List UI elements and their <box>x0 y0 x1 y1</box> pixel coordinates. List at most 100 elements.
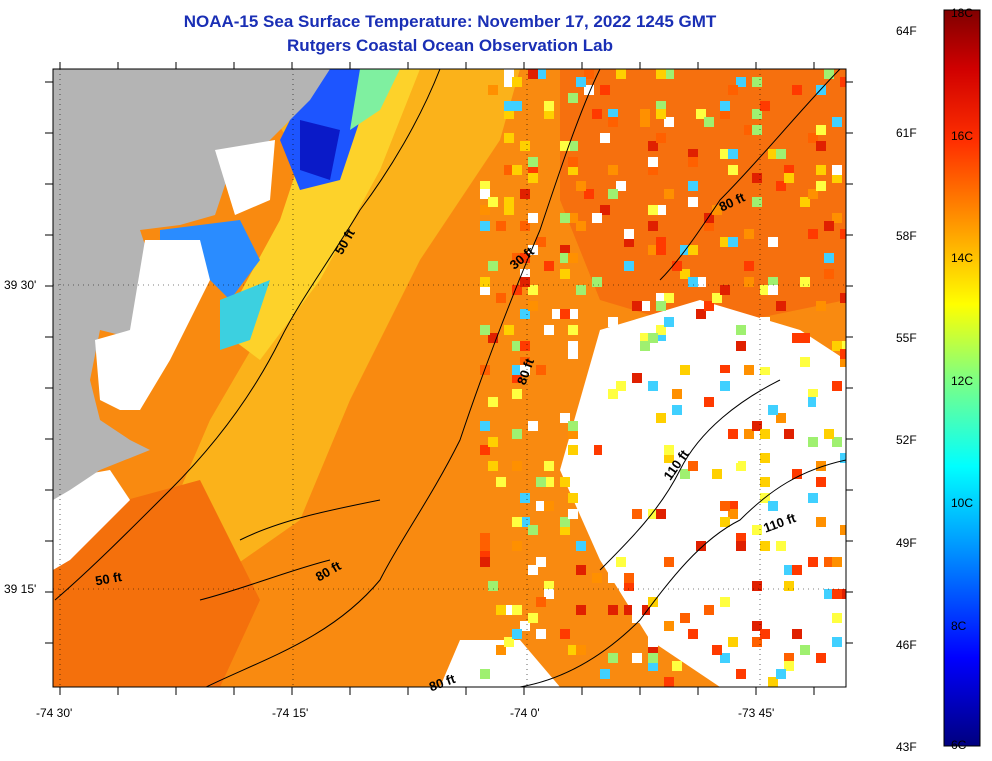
colorbar-c-label: 6C <box>951 738 967 752</box>
sst-pixel <box>640 333 650 343</box>
colorbar-c-label: 18C <box>951 6 974 20</box>
sst-pixel <box>600 405 610 415</box>
axis-ticks <box>45 62 853 695</box>
contour-110ft-line <box>519 459 846 687</box>
sst-pixel <box>656 509 666 519</box>
sst-pixel <box>512 605 522 615</box>
sst-pixel <box>544 477 554 487</box>
sst-pixel <box>656 109 666 119</box>
lat-lon-grid <box>53 69 846 687</box>
sst-pixel <box>816 181 826 191</box>
sst-pixel <box>528 173 538 183</box>
no-data-region <box>440 640 560 687</box>
sst-pixel <box>704 117 714 127</box>
sst-pixel <box>568 309 578 319</box>
sst-pixel <box>712 645 722 655</box>
sst-pixel <box>656 69 666 79</box>
sst-pixel <box>744 429 754 439</box>
sst-pixel <box>520 493 530 503</box>
sst-pixel <box>768 677 778 687</box>
sst-pixel <box>480 421 490 431</box>
sst-pixel <box>824 269 834 279</box>
sst-pixel <box>648 381 658 391</box>
sst-pixel <box>568 445 578 455</box>
sst-pixel <box>504 197 514 207</box>
sst-pixel <box>520 221 530 231</box>
sst-pixel <box>752 549 762 559</box>
sst-pixel <box>728 237 738 247</box>
sst-pixel <box>528 525 538 535</box>
sst-pixel <box>592 213 602 223</box>
sst-pixel <box>560 413 570 423</box>
sst-pixel <box>768 501 778 511</box>
sst-pixel <box>720 285 730 295</box>
sst-pixel <box>480 325 490 335</box>
sst-pixel <box>480 557 490 567</box>
sst-pixel <box>760 541 770 551</box>
sst-pixel <box>760 477 770 487</box>
sst-pixel <box>648 597 658 607</box>
sst-pixel <box>840 77 846 87</box>
sst-pixel <box>656 341 666 351</box>
colorbar-c-label: 12C <box>951 374 974 388</box>
sst-pixel <box>784 173 794 183</box>
sst-pixel <box>752 389 762 399</box>
no-data-region <box>53 470 130 570</box>
sst-pixel <box>536 629 546 639</box>
sst-pixel <box>840 229 846 239</box>
south-warm-region <box>53 480 260 687</box>
sst-pixel <box>568 93 578 103</box>
sst-pixel <box>568 253 578 263</box>
nearshore-yellow-band <box>220 69 420 360</box>
sst-pixel <box>760 533 770 543</box>
sst-pixel <box>528 285 538 295</box>
sst-pixel <box>840 453 846 463</box>
sst-pixel <box>536 477 546 487</box>
sst-pixel <box>648 645 658 655</box>
sst-pixel <box>592 109 602 119</box>
sst-pixel <box>664 69 674 79</box>
sst-pixel <box>832 165 842 175</box>
sst-pixel <box>800 333 810 343</box>
sst-pixel <box>680 485 690 495</box>
no-data-bay <box>215 140 275 215</box>
sst-pixel <box>520 269 530 279</box>
sst-pixel <box>488 333 498 343</box>
sst-pixel <box>496 221 506 231</box>
lat-label: 39 30' <box>4 278 37 292</box>
sst-pixel <box>536 69 546 79</box>
sst-pixel <box>488 397 498 407</box>
sst-pixel <box>688 181 698 191</box>
sst-pixel <box>728 165 738 175</box>
sst-pixel <box>824 253 834 263</box>
sst-pixel <box>688 157 698 167</box>
sst-pixel <box>776 413 786 423</box>
sst-pixel <box>632 509 642 519</box>
sst-pixel <box>576 541 586 551</box>
lon-label: -73 45' <box>738 706 775 720</box>
sst-pixel <box>568 493 578 503</box>
sst-pixel <box>840 589 846 599</box>
sst-pixel <box>720 365 730 375</box>
sst-pixel <box>632 605 642 615</box>
sst-pixel <box>784 565 794 575</box>
sst-pixel <box>720 653 730 663</box>
sst-pixel <box>512 373 522 383</box>
sst-pixel <box>520 341 530 351</box>
sst-pixel <box>720 381 730 391</box>
cool-water-patch <box>220 280 270 350</box>
sst-pixel <box>744 229 754 239</box>
sst-pixel <box>768 149 778 159</box>
sst-pixel <box>568 141 578 151</box>
sst-pixel <box>560 525 570 535</box>
sst-pixel <box>728 453 738 463</box>
sst-pixel <box>504 205 514 215</box>
sst-pixel <box>816 397 826 407</box>
sst-pixel <box>568 213 578 223</box>
sst-pixel <box>640 301 650 311</box>
sst-pixel <box>648 205 658 215</box>
sst-pixel <box>704 301 714 311</box>
sst-pixel <box>704 397 714 407</box>
sst-pixel <box>640 341 650 351</box>
colorbar-f-label: 52F <box>896 433 917 447</box>
